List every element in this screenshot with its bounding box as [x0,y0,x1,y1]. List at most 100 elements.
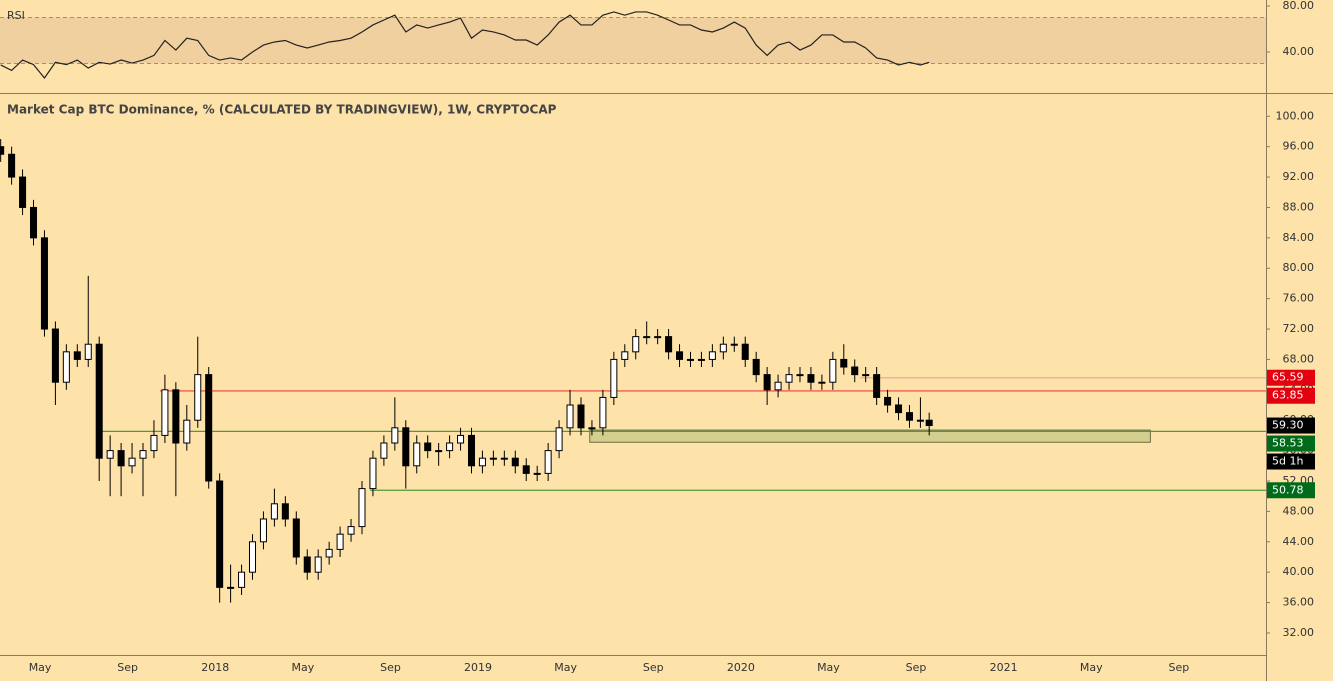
candle-body [73,351,81,360]
y-tick-label: 88.00 [1283,200,1315,213]
x-tick-label: May [817,661,840,674]
candle-body [194,374,202,421]
candle-body [51,328,59,383]
y-tick-label: 96.00 [1283,140,1315,153]
y-tick-label: 80.00 [1283,261,1315,274]
x-tick-label: 2021 [990,661,1018,674]
x-tick-label: Sep [643,661,664,674]
x-tick-label: May [1080,661,1103,674]
candle-body [676,351,684,360]
candle-body [916,419,924,422]
y-tick-label: 44.00 [1283,535,1315,548]
price-label-box [1267,369,1315,386]
candle-body [752,358,760,376]
candle-body [95,343,103,459]
candle-body [8,153,16,178]
y-tick-label: 84.00 [1283,231,1315,244]
price-label: 63.85 [1272,389,1304,402]
candle-body [205,374,213,482]
candle-body [227,586,235,589]
candle-body [216,480,224,588]
candle-body [621,351,629,360]
candle-body [281,503,289,520]
candle-body [533,472,541,475]
candle-body [708,351,716,360]
price-label-box [1267,453,1315,470]
candle-body [314,556,322,573]
price-label-box [1267,387,1315,404]
rsi-title: RSI [7,9,25,22]
candle-body [905,412,913,421]
x-tick-label: Sep [906,661,927,674]
candle-body [128,457,136,467]
candle-body [566,404,574,429]
x-tick-label: 2019 [464,661,492,674]
candle-body [610,358,618,398]
candle-body [544,450,552,474]
price-label: 59.30 [1272,419,1304,432]
y-tick-label: 80.00 [1283,0,1315,12]
candle-body [632,336,640,353]
price-label-box [1267,482,1315,499]
candle-body [183,419,191,444]
candle-body [884,396,892,406]
y-tick-label: 32.00 [1283,626,1315,639]
candle-body [719,343,727,353]
candle-body [555,427,563,452]
candle-body [643,336,651,339]
x-tick-label: May [291,661,314,674]
candle-body [106,450,114,459]
rsi-line [0,11,930,79]
candle-body [29,206,38,239]
candle-body [763,374,771,391]
candle-body [478,457,486,467]
candle-body [84,343,92,360]
candle-body [336,533,344,550]
candle-body [40,237,48,330]
candle-body [19,176,27,208]
candle-body [303,556,311,573]
candle-body [774,381,782,391]
candle-body [62,351,70,383]
candle-body [424,442,432,452]
candle-body [654,336,662,339]
x-tick-label: Sep [1168,661,1189,674]
candle-body [369,457,377,490]
x-tick-label: May [554,661,577,674]
y-tick-label: 36.00 [1283,596,1315,609]
x-tick-label: 2020 [727,661,755,674]
candle-body [489,457,497,460]
candle-body [270,503,278,520]
candle-body [0,146,5,155]
y-tick-label: 76.00 [1283,292,1315,305]
candle-body [238,571,246,588]
y-tick-label: 48.00 [1283,504,1315,517]
support-zone [589,429,1151,443]
price-label: 50.78 [1272,483,1304,496]
candle-body [665,336,673,353]
candle-body [413,442,421,467]
candle-body [150,434,158,452]
candle-body [500,457,508,460]
y-tick-label: 92.00 [1283,170,1315,183]
candle-body [402,427,410,467]
candle-body [117,450,125,467]
candle-body [785,374,793,383]
candle-body [829,358,837,383]
candle-body [259,518,267,543]
candle-body [697,358,705,361]
candle-body [577,404,585,429]
candle-body [873,374,881,398]
chart-title: Market Cap BTC Dominance, % (CALCULATED … [7,103,557,117]
candle-body [895,404,903,414]
candle-body [730,343,738,346]
y-tick-label: 72.00 [1283,322,1315,335]
candle-body [467,434,476,467]
candle-body [511,457,519,467]
candle-body [457,434,465,444]
price-label: 58.53 [1272,437,1304,450]
x-tick-label: 2018 [201,661,229,674]
candle-body [358,488,366,528]
